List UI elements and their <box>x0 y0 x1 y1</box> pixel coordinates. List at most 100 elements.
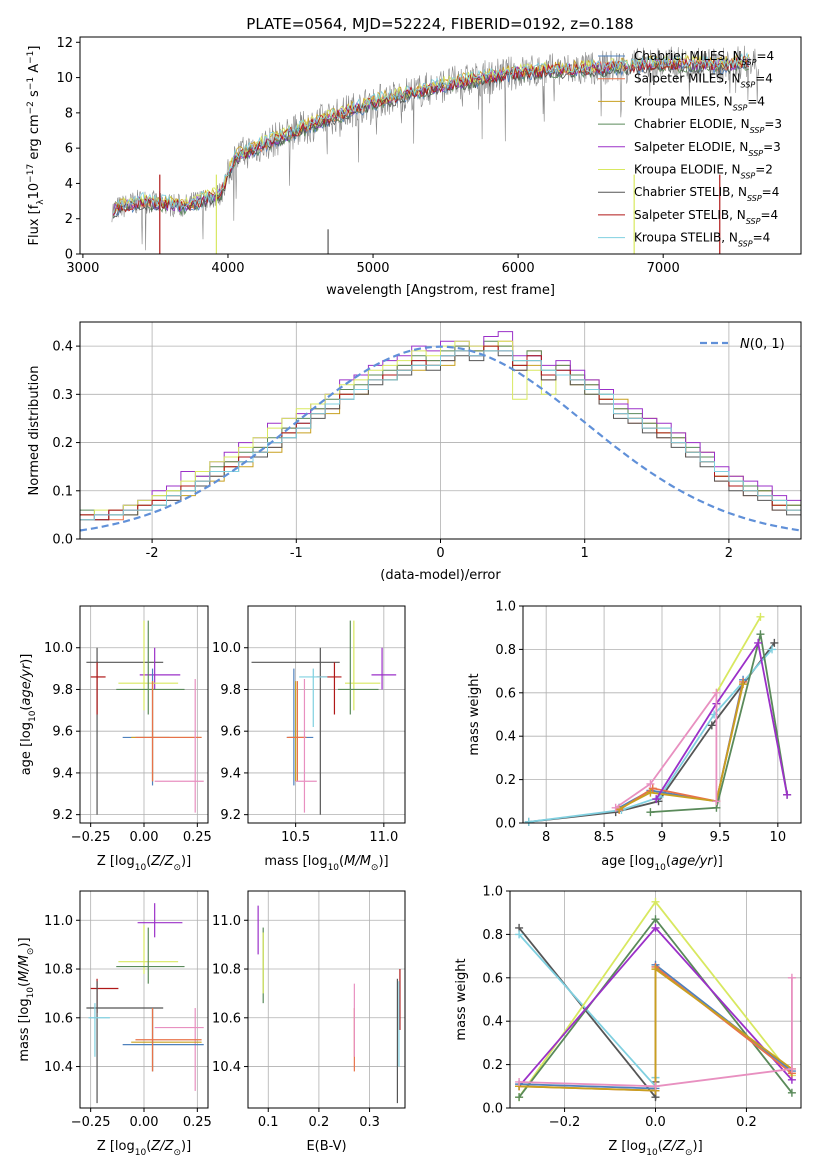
metallicity-age-panel: −0.25 0.00 0.25 9.2 9.4 9.6 9.8 10.0 Z [log10(Z/… <box>19 605 212 873</box>
model-spectrum-line <box>113 56 750 216</box>
legend-label: Salpeter STELIB, NSSP=4 <box>634 208 778 226</box>
x-tick-label: 9 <box>658 830 666 845</box>
y-tick-label: 0.8 <box>482 928 503 943</box>
legend-label: Kroupa STELIB, NSSP=4 <box>634 231 770 249</box>
axes-frame <box>247 890 406 1109</box>
x-tick-label: 9.5 <box>710 830 731 845</box>
weight-point-marker <box>787 1064 796 1073</box>
x-tick-label: 11.0 <box>369 830 398 845</box>
weight-point-marker <box>770 638 779 647</box>
weight-point-marker <box>646 788 655 797</box>
x-axis-label: mass [log10(M/M⊙)] <box>264 854 388 873</box>
y-tick-label: 2 <box>65 212 73 227</box>
weight-point-marker <box>783 790 792 799</box>
x-tick-label: 1 <box>581 546 589 561</box>
legend-label: Chabrier STELIB, NSSP=4 <box>634 185 779 203</box>
weight-point-marker <box>787 973 796 982</box>
gaussian-curve <box>80 345 801 532</box>
y-tick-label: 10.0 <box>212 641 241 656</box>
y-tick-label: 9.4 <box>220 766 241 781</box>
x-tick-label: 0.3 <box>359 1115 380 1130</box>
x-tick-label: 8.5 <box>594 830 615 845</box>
weight-point-marker <box>707 721 716 730</box>
spectrum-panel: 3000 4000 5000 6000 7000 0 2 4 6 8 10 12 Chabrier MI… <box>26 36 802 298</box>
y-tick-label: 11.0 <box>44 914 73 929</box>
y-tick-label: 10.4 <box>44 1060 73 1075</box>
weight-point-marker <box>648 784 657 793</box>
age-weight-panel: 8 8.5 9 9.5 10 0.0 0.2 0.4 0.6 0.8 1.0 mass weight a… <box>467 600 802 873</box>
histogram-step-line <box>80 345 801 521</box>
weight-point-marker <box>651 923 660 932</box>
extinction-mass-panel: 0.1 0.2 0.3 10.4 10.6 10.8 11.0 E(B-V) <box>212 890 406 1154</box>
histogram-step-line <box>80 331 801 516</box>
weight-series-line <box>615 690 718 809</box>
y-tick-label: 0 <box>65 248 73 263</box>
histogram-step-line <box>80 340 801 516</box>
y-axis-label: mass weight <box>454 958 469 1040</box>
weight-point-marker <box>611 803 620 812</box>
x-tick-label: 0.00 <box>130 1115 159 1130</box>
y-axis-label: Flux [fλ10−17 erg cm−2 s−1 A−1] <box>26 46 46 246</box>
histogram-step-line <box>80 345 801 521</box>
x-tick-label: 0.1 <box>258 1115 279 1130</box>
y-tick-label: 1.0 <box>482 885 503 900</box>
weight-point-marker <box>652 795 661 804</box>
weight-series-line <box>618 681 744 811</box>
legend-label: Chabrier MILES, NSSP=4 <box>634 49 774 67</box>
x-tick-label: 0.25 <box>183 1115 212 1130</box>
legend-label: Kroupa MILES, NSSP=4 <box>634 94 765 112</box>
y-tick-label: 11.0 <box>212 914 241 929</box>
weight-point-marker <box>651 897 660 906</box>
axes-frame <box>247 605 406 824</box>
x-tick-label: 8 <box>542 830 550 845</box>
y-tick-label: 9.6 <box>52 725 73 740</box>
x-tick-label: -1 <box>290 546 303 561</box>
weight-point-marker <box>651 915 660 924</box>
histogram-step-line <box>80 340 801 521</box>
weight-point-marker <box>756 630 765 639</box>
y-tick-label: 10.6 <box>44 1011 73 1026</box>
y-tick-label: 0.0 <box>495 817 516 832</box>
y-tick-label: 0.6 <box>482 971 503 986</box>
y-tick-label: 4 <box>65 177 73 192</box>
y-tick-label: 0.4 <box>495 730 516 745</box>
weight-point-marker <box>712 797 721 806</box>
y-axis-label: mass weight <box>467 673 482 755</box>
legend-label: Salpeter MILES, NSSP=4 <box>634 72 773 90</box>
weight-series-line <box>519 977 793 1088</box>
weight-series-line <box>650 633 788 813</box>
y-tick-label: 0.4 <box>482 1015 503 1030</box>
y-tick-label: 9.8 <box>220 683 241 698</box>
weight-series-line <box>655 640 788 800</box>
model-spectrum-line <box>113 52 750 214</box>
x-tick-label: −0.2 <box>549 1115 581 1130</box>
weight-series-line <box>715 616 762 694</box>
x-axis-label: Z [log10(Z/Z⊙)] <box>97 854 191 873</box>
y-tick-label: 0.2 <box>495 773 516 788</box>
y-tick-label: 9.2 <box>220 808 241 823</box>
weight-series-line <box>519 967 793 1092</box>
y-tick-label: 9.2 <box>52 808 73 823</box>
weight-point-marker <box>754 638 763 647</box>
y-tick-label: 9.4 <box>52 766 73 781</box>
y-tick-label: 0.8 <box>495 643 516 658</box>
x-tick-label: −0.25 <box>71 1115 111 1130</box>
legend-label: Kroupa ELODIE, NSSP=2 <box>634 163 773 181</box>
x-tick-label: -2 <box>146 546 159 561</box>
y-tick-label: 12 <box>56 36 73 51</box>
weight-point-marker <box>768 645 777 654</box>
metallicity-mass-panel: −0.25 0.00 0.25 10.4 10.6 10.8 11.0 Z [log10(Z/… <box>17 890 212 1158</box>
x-tick-label: 0.25 <box>183 830 212 845</box>
x-tick-label: 4000 <box>211 261 244 276</box>
residual-histogram-panel: -2 -1 0 1 2 0.0 0.1 0.2 0.3 0.4 N(0, 1) (data-model… <box>27 321 802 583</box>
weight-point-marker <box>739 680 748 689</box>
x-tick-label: 10 <box>770 830 787 845</box>
weight-point-marker <box>646 808 655 817</box>
y-tick-label: 10.4 <box>212 1060 241 1075</box>
x-axis-label: E(B-V) <box>306 1139 346 1154</box>
y-tick-label: 10 <box>56 71 73 86</box>
weight-point-marker <box>515 1077 524 1086</box>
x-tick-label: −0.25 <box>71 830 111 845</box>
weight-point-marker <box>515 1093 524 1102</box>
